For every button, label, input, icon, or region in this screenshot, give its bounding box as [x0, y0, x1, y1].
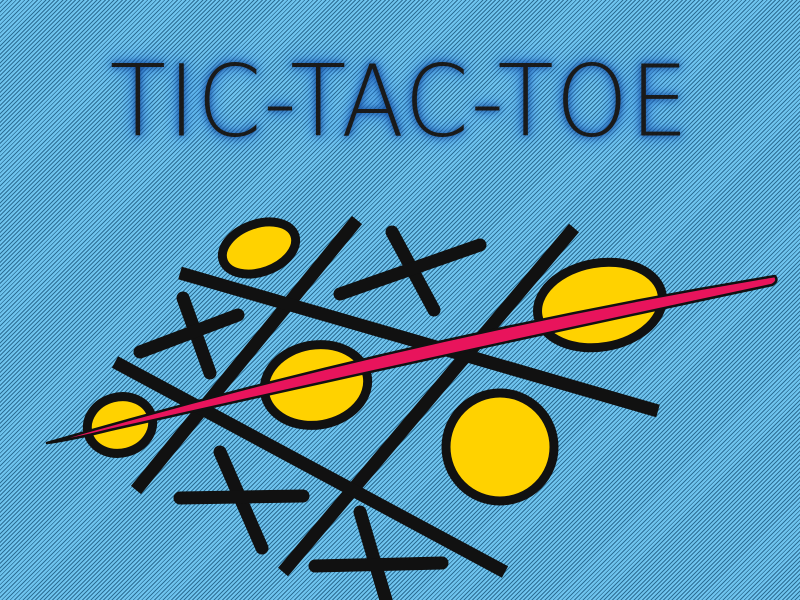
grid-line-vertical-2	[278, 223, 579, 577]
o-mark[interactable]	[215, 212, 303, 283]
cell-marks	[82, 212, 667, 600]
grid-line-horizontal-2	[111, 356, 509, 578]
x-mark[interactable]	[308, 505, 449, 600]
grid-line-horizontal-1	[178, 266, 660, 418]
winning-line-slash	[45, 274, 778, 445]
x-mark[interactable]	[173, 445, 310, 555]
o-mark[interactable]	[441, 388, 559, 506]
game-title: TIC-TAC-TOE	[109, 43, 691, 160]
board-grid	[111, 215, 660, 578]
x-mark[interactable]	[133, 291, 245, 380]
grid-line-vertical-1	[130, 215, 363, 495]
x-mark[interactable]	[333, 225, 487, 317]
